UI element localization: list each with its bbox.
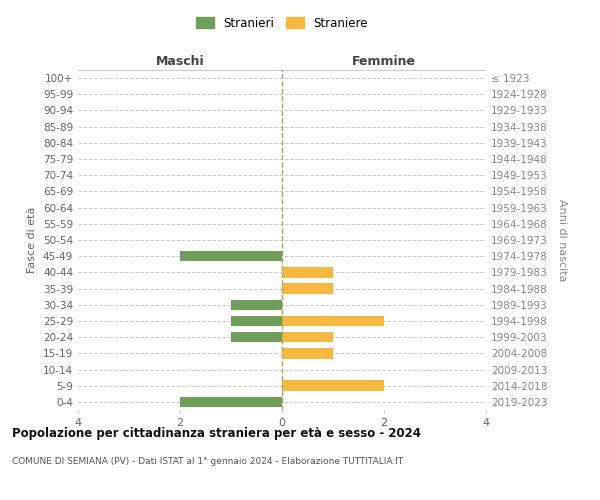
Y-axis label: Anni di nascita: Anni di nascita [557, 198, 567, 281]
Bar [282, 380, 384, 391]
Y-axis label: Fasce di età: Fasce di età [28, 207, 37, 273]
Bar [282, 267, 333, 278]
Bar [282, 316, 384, 326]
Text: COMUNE DI SEMIANA (PV) - Dati ISTAT al 1° gennaio 2024 - Elaborazione TUTTITALIA: COMUNE DI SEMIANA (PV) - Dati ISTAT al 1… [12, 458, 403, 466]
Text: Maschi: Maschi [155, 54, 205, 68]
Bar [231, 316, 282, 326]
Bar [282, 332, 333, 342]
Bar [180, 251, 282, 262]
Bar [282, 284, 333, 294]
Legend: Stranieri, Straniere: Stranieri, Straniere [190, 11, 374, 36]
Bar [282, 348, 333, 358]
Text: Femmine: Femmine [352, 54, 416, 68]
Bar [180, 396, 282, 407]
Bar [231, 332, 282, 342]
Text: Popolazione per cittadinanza straniera per età e sesso - 2024: Popolazione per cittadinanza straniera p… [12, 428, 421, 440]
Bar [231, 300, 282, 310]
